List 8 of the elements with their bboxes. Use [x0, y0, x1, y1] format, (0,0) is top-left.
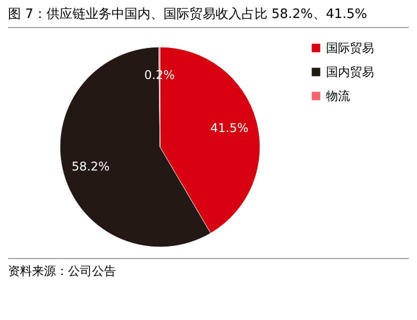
- data-label: 58.2%: [72, 159, 110, 174]
- data-label: 41.5%: [210, 121, 249, 136]
- legend-label: 国内贸易: [326, 65, 374, 79]
- legend-label: 物流: [326, 89, 350, 103]
- text: 资料来源：公司公告: [8, 258, 409, 280]
- legend-label: 国际贸易: [326, 41, 374, 55]
- data-label: 0.2%: [144, 68, 175, 82]
- chart-title: 图 7：供应链业务中国内、国际贸易收入占比 58.2%、41.5%: [8, 0, 409, 28]
